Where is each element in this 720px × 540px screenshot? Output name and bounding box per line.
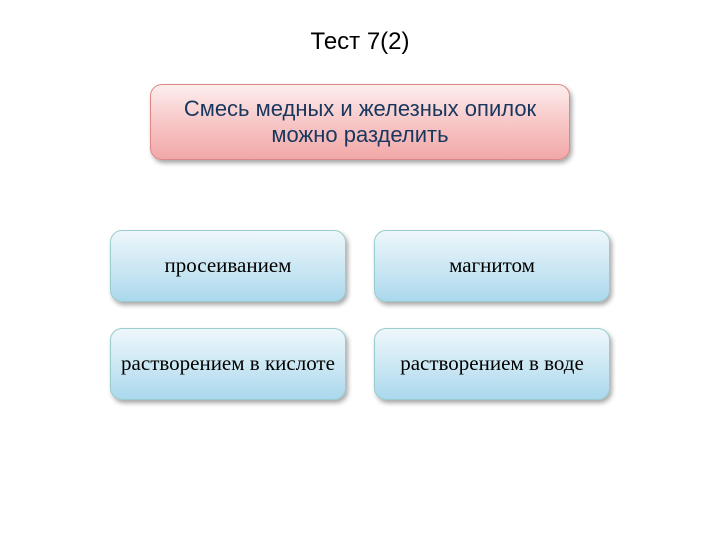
answer-option-2[interactable]: магнитом xyxy=(374,230,610,302)
answer-option-3[interactable]: растворением в кислоте xyxy=(110,328,346,400)
question-box: Смесь медных и железных опилок можно раз… xyxy=(150,84,570,160)
answer-label: магнитом xyxy=(449,253,535,278)
answer-label: растворением в кислоте xyxy=(121,351,335,376)
answers-grid: просеиванием магнитом растворением в кис… xyxy=(110,230,610,400)
answer-label: просеиванием xyxy=(165,253,292,278)
question-text: Смесь медных и железных опилок можно раз… xyxy=(151,96,569,148)
page-title: Тест 7(2) xyxy=(0,0,720,56)
answer-option-4[interactable]: растворением в воде xyxy=(374,328,610,400)
answer-label: растворением в воде xyxy=(400,351,584,376)
answer-option-1[interactable]: просеиванием xyxy=(110,230,346,302)
